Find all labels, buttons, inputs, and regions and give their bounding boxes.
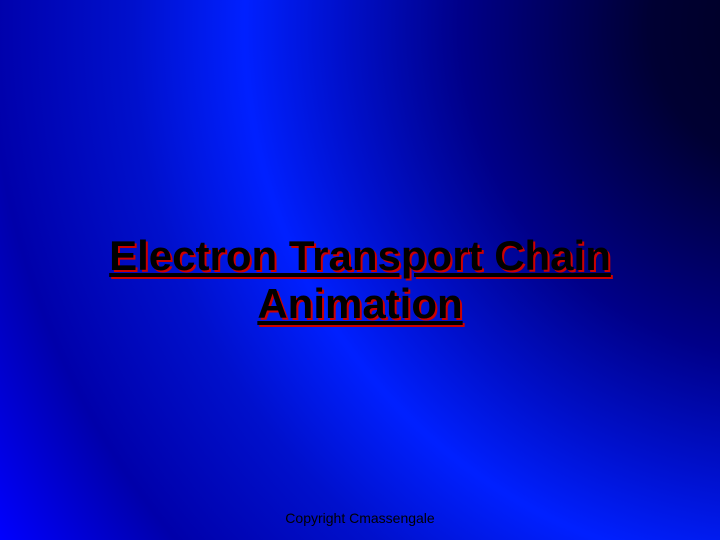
slide: Electron Transport Chain Animation Elect… — [0, 0, 720, 540]
title-line2: Animation — [257, 280, 462, 327]
title-line1: Electron Transport Chain — [109, 232, 611, 279]
title-main: Electron Transport Chain Animation — [0, 232, 720, 329]
slide-title[interactable]: Electron Transport Chain Animation Elect… — [0, 232, 720, 329]
footer-text: Copyright Cmassengale — [285, 510, 434, 526]
copyright-footer: Copyright Cmassengale — [0, 510, 720, 526]
